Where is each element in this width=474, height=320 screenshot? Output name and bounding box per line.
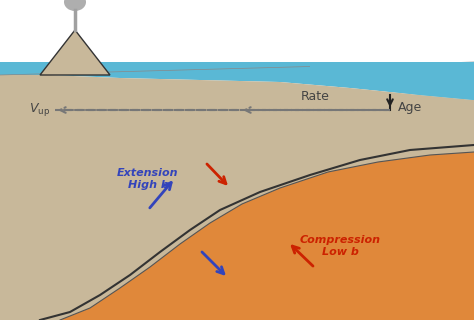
Text: Age: Age: [398, 100, 422, 114]
Text: $V_{\rm up}$: $V_{\rm up}$: [29, 101, 50, 118]
Polygon shape: [0, 62, 474, 100]
Polygon shape: [40, 145, 474, 320]
Text: Compression
Low b: Compression Low b: [300, 235, 381, 257]
Ellipse shape: [64, 0, 86, 11]
Polygon shape: [40, 145, 474, 320]
Polygon shape: [40, 30, 110, 75]
Polygon shape: [310, 62, 474, 100]
Polygon shape: [0, 75, 474, 320]
Text: Rate: Rate: [301, 90, 329, 103]
Text: Extension
High b: Extension High b: [117, 168, 179, 190]
